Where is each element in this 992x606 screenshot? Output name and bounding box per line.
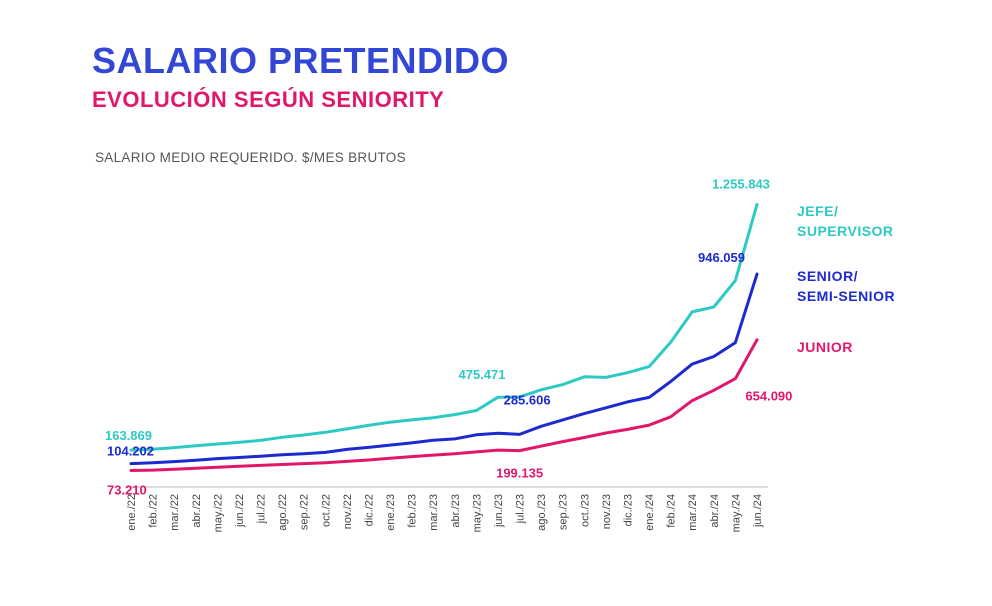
x-tick-label: may./24 (730, 494, 742, 532)
data-label-junior: 73.210 (107, 483, 147, 498)
data-label-jefe: 163.869 (105, 428, 152, 443)
x-tick-label: dic./22 (363, 494, 375, 526)
series-line-junior (129, 338, 759, 472)
legend: JEFE/SUPERVISOR SENIOR/SEMI-SENIOR JUNIOR (797, 203, 895, 355)
data-label-senior: 285.606 (504, 392, 551, 407)
legend-entry-jefe: JEFE/ (797, 203, 838, 219)
x-tick-label: ene./22 (126, 494, 138, 531)
x-tick-label: jul./22 (256, 494, 268, 524)
x-tick-label: mar./24 (687, 494, 699, 531)
legend-entry-senior: SEMI-SENIOR (797, 288, 895, 304)
x-tick-label: sep./23 (558, 494, 570, 530)
x-tick-labels: ene./22 feb./22 mar./22 abr./22 may./22 jun./… (126, 494, 764, 532)
legend-entry-jefe: SUPERVISOR (797, 223, 894, 239)
x-tick-label: jun./22 (234, 494, 246, 528)
data-label-jefe: 1.255.843 (712, 176, 770, 191)
page-title: SALARIO PRETENDIDO (92, 40, 510, 81)
x-tick-label: ene./23 (385, 494, 397, 531)
x-tick-label: oct./22 (320, 494, 332, 527)
chart-caption: SALARIO MEDIO REQUERIDO. $/MES BRUTOS (95, 150, 406, 165)
data-labels: 163.869 475.471 1.255.843 104.202 285.606 946… (105, 176, 792, 497)
x-tick-label: feb./23 (407, 494, 419, 528)
data-label-senior: 946.059 (698, 250, 745, 265)
legend-entry-senior: SENIOR/ (797, 268, 858, 284)
data-label-junior: 199.135 (496, 466, 543, 481)
series-lines (129, 202, 759, 472)
page-subtitle: EVOLUCIÓN SEGÚN SENIORITY (92, 87, 445, 112)
data-label-senior: 104.202 (107, 444, 154, 459)
x-tick-label: jun./24 (752, 494, 764, 528)
x-tick-label: abr./22 (191, 494, 203, 528)
x-tick-label: abr./24 (709, 494, 721, 528)
x-tick-label: abr./23 (450, 494, 462, 528)
series-line-jefe (129, 202, 759, 452)
x-tick-label: nov./22 (342, 494, 354, 529)
x-tick-label: sep./22 (299, 494, 311, 530)
x-tick-label: feb./22 (148, 494, 160, 528)
legend-entry-junior: JUNIOR (797, 339, 853, 355)
x-tick-label: jul./23 (515, 494, 527, 524)
x-tick-label: ago./22 (277, 494, 289, 531)
data-label-jefe: 475.471 (459, 367, 506, 382)
data-label-junior: 654.090 (745, 389, 792, 404)
x-tick-label: oct./23 (579, 494, 591, 527)
x-tick-label: ago./23 (536, 494, 548, 531)
series-line-senior (129, 272, 759, 466)
x-tick-label: feb./24 (666, 494, 678, 528)
x-tick-label: may./22 (212, 494, 224, 532)
x-tick-label: may./23 (471, 494, 483, 532)
x-tick-label: nov./23 (601, 494, 613, 529)
x-tick-label: mar./23 (428, 494, 440, 531)
x-tick-label: ene./24 (644, 494, 656, 531)
x-tick-label: mar./22 (169, 494, 181, 531)
x-tick-label: jun./23 (493, 494, 505, 528)
x-tick-label: dic./23 (622, 494, 634, 526)
